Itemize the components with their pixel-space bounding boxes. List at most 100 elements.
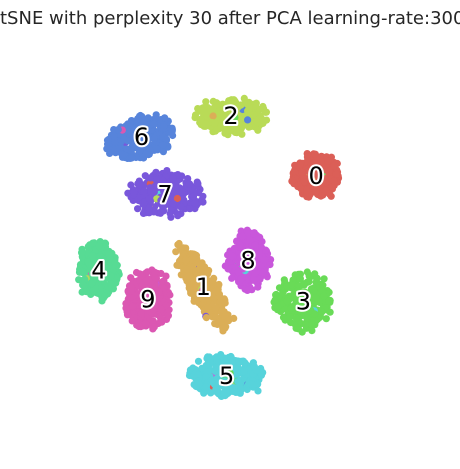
scatter-point-class-3 xyxy=(273,303,282,311)
scatter-point-class-1 xyxy=(186,286,194,294)
scatter-point-class-3 xyxy=(320,292,328,300)
scatter-point-class-1 xyxy=(190,250,198,258)
scatter-point-class-3 xyxy=(318,308,326,316)
scatter-point-class-4 xyxy=(81,275,89,283)
scatter-point-class-0 xyxy=(332,170,340,178)
scatter-point-class-2 xyxy=(229,124,237,132)
scatter-point-class-8 xyxy=(224,257,233,266)
scatter-point-class-6 xyxy=(124,137,132,145)
scatter-point-class-1 xyxy=(209,278,217,286)
scatter-point-class-3 xyxy=(325,297,333,305)
chart-title: tSNE with perplexity 30 after PCA learni… xyxy=(0,8,460,29)
scatter-point-class-4 xyxy=(88,280,96,288)
scatter-point-class-5 xyxy=(194,370,202,378)
scatter-point-class-9 xyxy=(136,270,144,278)
scatter-point-class-5 xyxy=(217,351,225,359)
scatter-point-class-0 xyxy=(303,186,311,194)
scatter-point-class-7 xyxy=(163,167,171,175)
scatter-point-class-3 xyxy=(299,305,307,314)
scatter-point-class-6 xyxy=(161,114,169,122)
scatter-point-class-3 xyxy=(294,287,302,295)
scatter-point-class-0 xyxy=(288,177,297,185)
scatter-point-class-6 xyxy=(111,138,119,146)
scatter-point-class-6 xyxy=(160,123,168,131)
scatter-point-class-1 xyxy=(183,265,191,274)
scatter-point-class-0 xyxy=(303,157,312,165)
scatter-point-class-5 xyxy=(194,357,203,365)
scatter-point-class-8 xyxy=(252,260,260,269)
scatter-point-class-7 xyxy=(185,180,194,188)
scatter-point-class-8 xyxy=(250,269,259,277)
scatter-point-class-3 xyxy=(303,268,311,276)
scatter-point-class-9 xyxy=(142,290,150,299)
scatter-point-class-4 xyxy=(79,281,87,289)
scatter-point-class-8 xyxy=(246,236,254,244)
scatter-point-class-2 xyxy=(250,111,258,119)
scatter-point-class-2 xyxy=(205,106,213,114)
scatter-point-class-3 xyxy=(296,275,304,283)
scatter-point-class-1 xyxy=(212,313,220,321)
scatter-point-class-3 xyxy=(308,327,316,335)
scatter-point-class-7 xyxy=(166,210,174,218)
cluster-label-4: 4 xyxy=(91,257,106,285)
scatter-point-class-1 xyxy=(182,256,190,264)
scatter-point-class-2 xyxy=(197,115,205,123)
scatter-point-class-4 xyxy=(82,288,91,296)
scatter-point-class-1 xyxy=(215,318,223,326)
scatter-point-class-2 xyxy=(221,114,229,122)
scatter-point-class-1 xyxy=(224,317,232,325)
scatter-point-class-5 xyxy=(211,367,219,375)
scatter-point-class-8 xyxy=(239,258,248,266)
scatter-point-class-8 xyxy=(266,261,274,269)
scatter-point-class-8 xyxy=(250,276,258,284)
scatter-point-class-7 xyxy=(199,192,207,200)
scatter-point-class-1 xyxy=(194,291,202,299)
scatter-point-class-5 xyxy=(220,389,228,397)
scatter-point-class-6 xyxy=(159,148,167,156)
scatter-point-class-3 xyxy=(320,275,328,283)
scatter-point-class-6 xyxy=(150,120,158,128)
scatter-point-class-2 xyxy=(233,129,241,137)
scatter-point-class-4 xyxy=(89,239,97,247)
scatter-point-class-3 xyxy=(322,315,330,323)
scatter-point-class-5 xyxy=(234,378,242,386)
scatter-point-class-3 xyxy=(272,291,280,299)
scatter-point-class-3 xyxy=(281,305,290,313)
scatter-point-class-7 xyxy=(130,189,138,197)
scatter-point-class-8 xyxy=(256,275,264,283)
scatter-point-class-0 xyxy=(317,157,325,166)
scatter-point-class-1 xyxy=(204,303,212,312)
scatter-point-class-0 xyxy=(298,168,306,177)
cluster-label-8: 8 xyxy=(240,246,255,274)
scatter-point-class-6 xyxy=(141,134,149,142)
scatter-point-class-5 xyxy=(195,380,203,388)
scatter-point-class-9 xyxy=(150,323,158,331)
scatter-point-class-3 xyxy=(302,321,310,329)
scatter-point-class-0 xyxy=(324,157,332,165)
scatter-point-class-6 xyxy=(105,140,113,148)
scatter-point-class-7 xyxy=(177,203,185,211)
scatter-point-class-1 xyxy=(208,291,216,299)
scatter-point-class-7 xyxy=(146,184,154,192)
scatter-point-class-2 xyxy=(203,112,211,121)
scatter-point-class-2 xyxy=(262,116,271,124)
scatter-point-class-7 xyxy=(135,181,143,189)
scatter-point-class-0 xyxy=(300,178,308,186)
scatter-point-class-6 xyxy=(169,131,177,140)
cluster-label-1: 1 xyxy=(196,273,211,301)
scatter-point-class-6 xyxy=(136,147,144,155)
scatter-point-class-9 xyxy=(148,288,156,296)
scatter-point-class-2 xyxy=(253,118,261,126)
scatter-point-class-3 xyxy=(311,310,319,318)
scatter-point-class-4 xyxy=(105,250,113,258)
scatter-point-class-6 xyxy=(126,119,134,127)
scatter-point-class-5 xyxy=(213,374,221,382)
scatter-point-class-7 xyxy=(153,175,161,184)
scatter-point-class-3 xyxy=(283,297,291,305)
scatter-point-class-6 xyxy=(131,131,139,139)
cluster-labels: 0 1 2 3 4 5 6 7 8 9 xyxy=(89,100,326,392)
scatter-point-class-7 xyxy=(160,195,169,203)
scatter-point-class-1 xyxy=(192,281,201,289)
scatter-point-class-2 xyxy=(202,98,210,106)
scatter-point-class-5 xyxy=(215,359,224,367)
